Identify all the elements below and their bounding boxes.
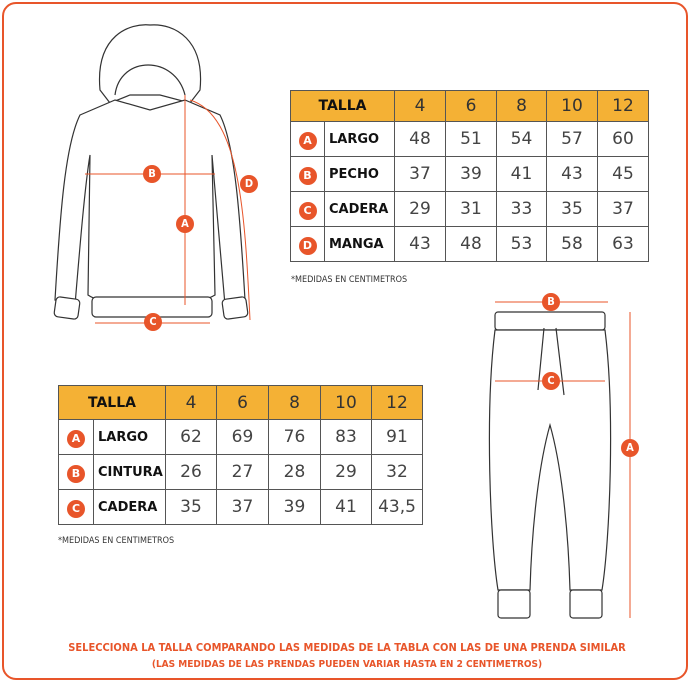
pants-marker-c: C: [542, 372, 560, 390]
cell: 58: [546, 226, 598, 262]
talla-header: TALLA: [290, 90, 395, 122]
size-header: 10: [546, 90, 598, 122]
cell: 43: [546, 156, 598, 192]
table-header-row: TALLA 4 6 8 10 12: [58, 385, 423, 420]
hoodie-size-table: TALLA 4 6 8 10 12 A LARGO 48 51 54 57 60…: [290, 90, 649, 262]
cell: 45: [597, 156, 649, 192]
marker-c: C: [298, 201, 317, 220]
row-label: MANGA: [324, 226, 395, 262]
table-row: A LARGO 62 69 76 83 91: [58, 419, 423, 455]
cell: 60: [597, 121, 649, 157]
table-row: C CADERA 29 31 33 35 37: [290, 191, 649, 227]
cell: 37: [597, 191, 649, 227]
cell: 57: [546, 121, 598, 157]
cell: 37: [394, 156, 446, 192]
cell: 29: [394, 191, 446, 227]
page-frame: [2, 2, 688, 680]
cell: 27: [216, 454, 269, 490]
marker-b: B: [67, 464, 85, 483]
hoodie-illustration: [53, 24, 251, 324]
cell: 48: [445, 226, 497, 262]
cell: 69: [216, 419, 269, 455]
footer-instruction: SELECCIONA LA TALLA COMPARANDO LAS MEDID…: [68, 641, 626, 654]
cell: 33: [496, 191, 547, 227]
hoodie-marker-b: B: [143, 165, 161, 183]
hoodie-marker-a: A: [176, 215, 194, 233]
size-header: 8: [496, 90, 547, 122]
cell: 39: [268, 489, 321, 525]
cell: 76: [268, 419, 321, 455]
size-header: 12: [597, 90, 649, 122]
cell: 29: [320, 454, 372, 490]
footer-disclaimer: (LAS MEDIDAS DE LAS PRENDAS PUEDEN VARIA…: [151, 659, 543, 670]
size-header: 12: [371, 385, 423, 420]
cell: 83: [320, 419, 372, 455]
cell: 35: [165, 489, 217, 525]
cell: 41: [320, 489, 372, 525]
cell: 51: [445, 121, 497, 157]
pants-marker-a: A: [621, 439, 639, 457]
pants-illustration: [488, 301, 631, 619]
table-row: B CINTURA 26 27 28 29 32: [58, 454, 423, 490]
cell: 41: [496, 156, 547, 192]
pants-size-table: TALLA 4 6 8 10 12 A LARGO 62 69 76 83 91…: [58, 385, 423, 525]
measurement-note: *MEDIDAS EN CENTIMETROS: [291, 275, 408, 285]
cell: 91: [371, 419, 423, 455]
marker-b: B: [298, 166, 317, 185]
cell: 48: [394, 121, 446, 157]
cell: 43: [394, 226, 446, 262]
cell: 54: [496, 121, 547, 157]
marker-c: C: [67, 499, 85, 518]
cell: 35: [546, 191, 598, 227]
cell: 63: [597, 226, 649, 262]
row-label: CADERA: [93, 489, 166, 525]
table-row: A LARGO 48 51 54 57 60: [290, 121, 649, 157]
row-label: LARGO: [324, 121, 395, 157]
cell: 62: [165, 419, 217, 455]
row-label: PECHO: [324, 156, 395, 192]
row-label: CADERA: [324, 191, 395, 227]
cell: 39: [445, 156, 497, 192]
cell: 31: [445, 191, 497, 227]
talla-header: TALLA: [58, 385, 166, 420]
table-header-row: TALLA 4 6 8 10 12: [290, 90, 649, 122]
cell: 43,5: [371, 489, 423, 525]
hoodie-marker-d: D: [240, 175, 258, 193]
cell: 37: [216, 489, 269, 525]
table-row: C CADERA 35 37 39 41 43,5: [58, 489, 423, 525]
measurement-note: *MEDIDAS EN CENTIMETROS: [58, 536, 175, 546]
cell: 26: [165, 454, 217, 490]
size-header: 10: [320, 385, 372, 420]
row-label: LARGO: [93, 419, 166, 455]
size-header: 8: [268, 385, 321, 420]
pants-marker-b: B: [542, 293, 560, 311]
hoodie-marker-c: C: [144, 313, 162, 331]
marker-a: A: [298, 131, 317, 150]
row-label: CINTURA: [93, 454, 166, 490]
cell: 53: [496, 226, 547, 262]
cell: 32: [371, 454, 423, 490]
marker-a: A: [67, 429, 85, 448]
table-row: B PECHO 37 39 41 43 45: [290, 156, 649, 192]
size-header: 6: [216, 385, 269, 420]
table-row: D MANGA 43 48 53 58 63: [290, 226, 649, 262]
marker-d: D: [298, 236, 317, 255]
cell: 28: [268, 454, 321, 490]
size-header: 6: [445, 90, 497, 122]
size-header: 4: [394, 90, 446, 122]
size-header: 4: [165, 385, 217, 420]
